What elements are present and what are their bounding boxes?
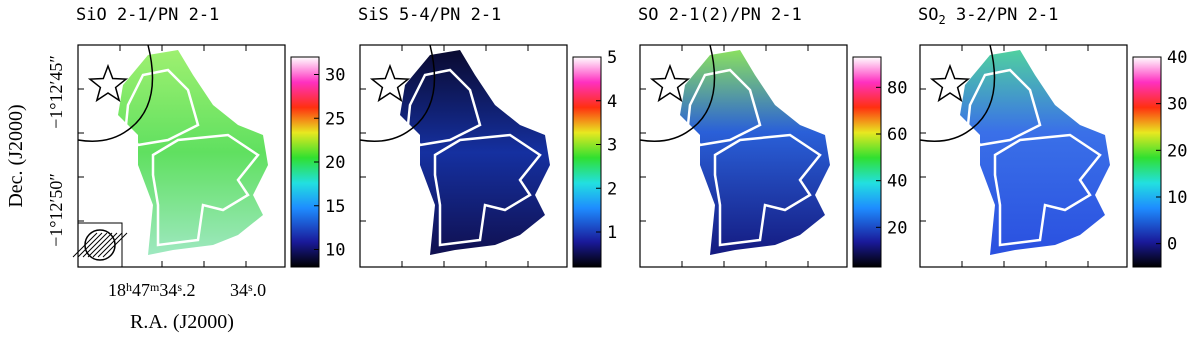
map <box>72 44 286 268</box>
text-part: SO 2-1(2)/PN 2-1 <box>638 5 802 25</box>
panel-title: SO 2-1(2)/PN 2-1 <box>638 5 802 25</box>
emission-region <box>680 50 830 255</box>
beam-hatch <box>102 232 128 258</box>
panel-title: SiS 5-4/PN 2-1 <box>358 5 501 25</box>
colorbar <box>572 56 602 268</box>
star <box>369 63 411 103</box>
colorbar-tick-label: 2 <box>607 179 617 199</box>
arc <box>77 44 154 142</box>
beam-hatch <box>77 232 103 258</box>
contour <box>686 68 762 147</box>
colorbar-tick-label: 10 <box>325 241 345 261</box>
text-part: s <box>248 280 253 294</box>
colorbar-tick-label: 40 <box>1167 48 1187 68</box>
map-frame <box>359 44 568 268</box>
colorbar-tick-label: 1 <box>607 223 617 243</box>
colorbar-tick-label: 60 <box>887 125 907 145</box>
text-part: 47 <box>132 280 150 300</box>
text-part: SO <box>918 5 938 25</box>
ra-tick-label: 34s.0 <box>230 280 266 300</box>
contour <box>966 68 1042 147</box>
colorbar-tick-label: 20 <box>1167 141 1187 161</box>
beam-hatch <box>92 232 118 258</box>
map <box>639 44 848 268</box>
colorbar-tick-label: 5 <box>607 48 617 68</box>
emission-region <box>118 50 268 255</box>
colorbar-tick-label: 30 <box>325 66 345 86</box>
star <box>649 63 691 103</box>
star <box>929 63 971 103</box>
contour <box>124 68 200 147</box>
y-axis-label: Dec. (J2000) <box>5 104 27 207</box>
map-frame <box>639 44 848 268</box>
map <box>919 44 1128 268</box>
colorbar <box>852 56 882 268</box>
colorbar <box>1132 56 1162 268</box>
colorbar-tick-label: 40 <box>887 172 907 192</box>
text-part: 2 <box>938 13 945 27</box>
contour <box>993 133 1102 247</box>
panel-title: SO2 3-2/PN 2-1 <box>918 5 1058 27</box>
contour <box>713 133 822 247</box>
panel-title: SiO 2-1/PN 2-1 <box>76 5 219 25</box>
colorbar-tick-label: 30 <box>1167 95 1187 115</box>
map-frame <box>77 44 286 268</box>
beam-hatch <box>87 232 113 258</box>
arc <box>639 44 716 142</box>
text-part: 18 <box>108 280 126 300</box>
colorbar-tick-label: 20 <box>887 218 907 238</box>
emission-region <box>400 50 550 255</box>
dec-tick-label: −1°12′45″ <box>46 55 66 129</box>
text-part: .2 <box>182 280 196 300</box>
emission-region <box>960 50 1110 255</box>
contour <box>151 133 260 247</box>
beam-hatch <box>97 232 123 258</box>
text-part: 34 <box>159 280 177 300</box>
dec-tick-label: −1°12′50″ <box>46 173 66 247</box>
colorbar-tick-label: 4 <box>607 92 617 112</box>
text-part: SiO 2-1/PN 2-1 <box>76 5 219 25</box>
map <box>359 44 568 268</box>
contour <box>433 133 542 247</box>
colorbar-tick-label: 10 <box>1167 188 1187 208</box>
beam-hatch <box>72 232 98 258</box>
colorbar-tick-label: 15 <box>325 197 345 217</box>
ra-tick-label: 18h47m34s.2 <box>108 280 196 300</box>
star <box>87 63 129 103</box>
x-axis-label: R.A. (J2000) <box>130 311 234 333</box>
text-part: s <box>177 280 182 294</box>
text-part: m <box>150 280 160 294</box>
colorbar-tick-label: 80 <box>887 78 907 98</box>
map-frame <box>919 44 1128 268</box>
colorbar-tick-label: 3 <box>607 136 617 156</box>
text-part: 3-2/PN 2-1 <box>946 5 1059 25</box>
beam-hatch <box>82 232 108 258</box>
text-part: 34 <box>230 280 248 300</box>
text-part: .0 <box>253 280 267 300</box>
arc <box>359 44 436 142</box>
text-part: h <box>126 280 132 294</box>
colorbar-tick-label: 20 <box>325 153 345 173</box>
colorbar-tick-label: 0 <box>1167 235 1177 255</box>
arc <box>919 44 996 142</box>
text-part: SiS 5-4/PN 2-1 <box>358 5 501 25</box>
colorbar-tick-label: 25 <box>325 109 345 129</box>
contour <box>406 68 482 147</box>
